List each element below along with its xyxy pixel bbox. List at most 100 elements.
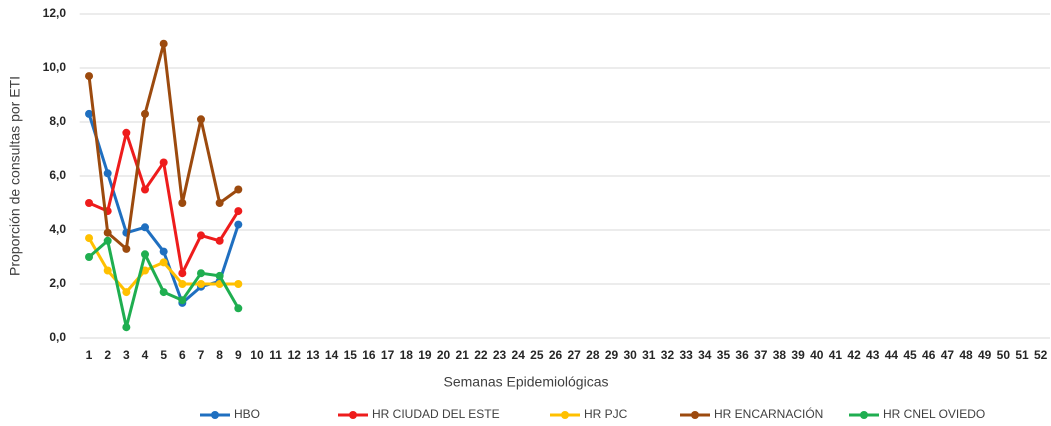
data-point (215, 236, 224, 245)
x-tick-label: 40 (810, 348, 824, 362)
x-tick-label: 31 (642, 348, 656, 362)
legend-label: HBO (234, 407, 260, 421)
x-tick-label: 16 (362, 348, 376, 362)
legend-marker (349, 411, 357, 419)
data-point (196, 280, 205, 288)
data-point (159, 247, 168, 256)
x-tick-label: 13 (306, 348, 320, 362)
data-point (122, 244, 131, 253)
x-tick-label: 3 (123, 348, 130, 362)
x-tick-label: 43 (866, 348, 880, 362)
legend-label: HR ENCARNACIÓN (714, 406, 823, 421)
data-point (234, 280, 243, 288)
y-tick-label: 6,0 (49, 168, 66, 182)
legend-label: HR CNEL OVIEDO (883, 407, 985, 421)
x-tick-label: 51 (1015, 348, 1029, 362)
x-tick-label: 44 (885, 348, 899, 362)
x-tick-label: 38 (773, 348, 787, 362)
x-tick-label: 2 (104, 348, 111, 362)
x-tick-label: 22 (474, 348, 488, 362)
x-tick-label: 11 (269, 348, 282, 362)
x-tick-label: 20 (437, 348, 451, 362)
data-point (141, 250, 150, 259)
y-tick-label: 4,0 (49, 222, 66, 236)
y-tick-label: 10,0 (43, 60, 67, 74)
x-tick-label: 36 (735, 348, 749, 362)
x-tick-label: 6 (179, 348, 186, 362)
x-tick-label: 45 (903, 348, 917, 362)
x-tick-label: 10 (250, 348, 264, 362)
x-tick-label: 37 (754, 348, 768, 362)
data-point (234, 207, 243, 216)
data-point (85, 253, 94, 261)
data-point (178, 280, 187, 288)
x-tick-label: 17 (381, 348, 395, 362)
x-tick-label: 19 (418, 348, 432, 362)
x-tick-label: 29 (605, 348, 619, 362)
x-tick-label: 30 (623, 348, 637, 362)
x-tick-label: 46 (922, 348, 936, 362)
data-point (141, 109, 150, 118)
data-point (85, 234, 94, 243)
x-tick-label: 52 (1034, 348, 1048, 362)
data-point (234, 185, 243, 194)
legend-marker (860, 411, 868, 419)
data-point (178, 199, 187, 207)
y-tick-label: 0,0 (49, 330, 66, 344)
data-point (122, 323, 131, 332)
x-tick-label: 35 (717, 348, 731, 362)
data-point (122, 128, 131, 137)
x-tick-label: 49 (978, 348, 992, 362)
x-tick-label: 48 (959, 348, 973, 362)
data-point (159, 258, 168, 267)
x-tick-label: 21 (456, 348, 470, 362)
x-tick-label: 23 (493, 348, 507, 362)
legend-marker (561, 411, 569, 419)
data-point (141, 266, 150, 275)
x-tick-label: 7 (198, 348, 205, 362)
data-point (85, 199, 94, 207)
x-tick-label: 5 (160, 348, 167, 362)
data-point (178, 296, 187, 305)
data-point (141, 185, 150, 194)
x-tick-label: 1 (86, 348, 93, 362)
x-tick-label: 32 (661, 348, 675, 362)
data-point (159, 39, 168, 48)
x-tick-label: 9 (235, 348, 242, 362)
data-point (234, 220, 243, 229)
x-tick-label: 42 (847, 348, 861, 362)
x-tick-label: 25 (530, 348, 544, 362)
data-point (196, 269, 205, 278)
x-tick-label: 50 (997, 348, 1011, 362)
x-tick-label: 33 (679, 348, 693, 362)
data-point (196, 115, 205, 124)
x-tick-label: 8 (216, 348, 223, 362)
series-line (87, 42, 240, 251)
data-point (159, 288, 168, 297)
data-point (141, 223, 150, 232)
data-point (122, 288, 131, 297)
data-point (215, 199, 224, 207)
x-tick-label: 47 (941, 348, 955, 362)
data-point (85, 109, 94, 118)
data-point (215, 271, 224, 280)
x-tick-label: 41 (829, 348, 843, 362)
x-tick-label: 24 (512, 348, 526, 362)
x-tick-label: 39 (791, 348, 805, 362)
data-point (103, 236, 112, 245)
x-tick-label: 18 (400, 348, 414, 362)
data-point (103, 169, 112, 178)
data-point (103, 228, 112, 237)
data-point (234, 304, 243, 313)
data-point (103, 266, 112, 275)
legend-label: HR CIUDAD DEL ESTE (372, 407, 500, 421)
data-point (159, 158, 168, 167)
x-tick-label: 12 (288, 348, 302, 362)
x-tick-label: 34 (698, 348, 712, 362)
data-point (85, 72, 94, 81)
legend-marker (211, 411, 219, 419)
data-point (196, 231, 205, 240)
x-tick-label: 26 (549, 348, 563, 362)
x-tick-label: 27 (568, 348, 582, 362)
